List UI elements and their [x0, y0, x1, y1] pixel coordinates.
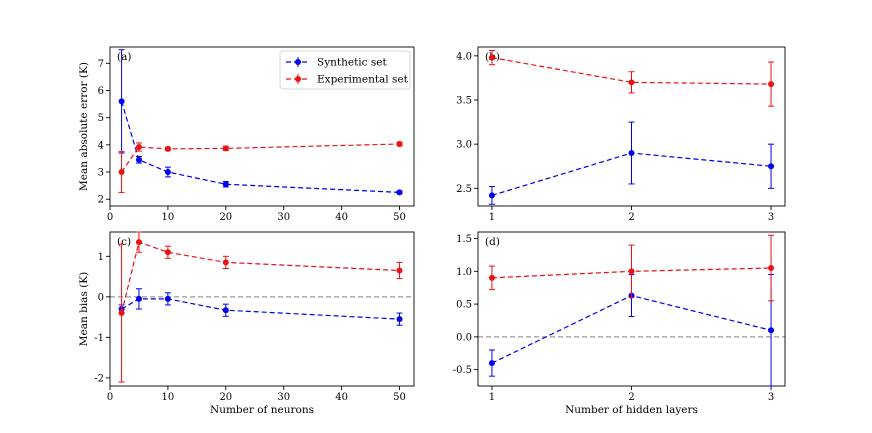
- series-line: [121, 143, 400, 173]
- x-tick-label: 30: [277, 392, 290, 403]
- series-line: [121, 298, 400, 320]
- legend-box: [279, 50, 411, 90]
- data-point: [135, 239, 142, 246]
- x-tick-label: 20: [219, 212, 232, 223]
- y-tick-label: 7: [98, 59, 104, 70]
- data-point: [135, 144, 142, 151]
- x-tick-label: 10: [162, 212, 175, 223]
- x-axis-label: Number of hidden layers: [565, 404, 698, 416]
- data-point: [164, 169, 171, 176]
- data-point: [396, 316, 403, 323]
- series-synthetic-set: [118, 288, 403, 326]
- y-tick-label: 2.5: [456, 184, 472, 195]
- data-point: [164, 249, 171, 256]
- y-tick-label: 1: [98, 252, 104, 263]
- x-tick-label: 3: [768, 392, 774, 403]
- x-tick-label: 30: [277, 212, 290, 223]
- data-point: [488, 360, 495, 367]
- data-point: [118, 310, 125, 317]
- data-point: [164, 295, 171, 302]
- data-point: [628, 150, 635, 156]
- legend-marker: [295, 59, 301, 65]
- legend-label: Synthetic set: [317, 57, 387, 69]
- y-tick-label: 3.5: [456, 96, 472, 107]
- panel-label: (c): [117, 236, 131, 248]
- data-point: [768, 265, 775, 272]
- y-tick-label: 2: [98, 195, 104, 206]
- series-experimental-set: [118, 141, 403, 193]
- series-synthetic-set: [118, 49, 403, 196]
- x-tick-label: 2: [628, 392, 634, 403]
- panel-c: 0 10 20 30 40 50 -2 -1 0 1 Number of neurons Mean b…: [78, 231, 415, 416]
- data-point: [628, 79, 635, 86]
- data-point: [488, 192, 495, 199]
- x-tick-label: 1: [489, 212, 495, 223]
- y-axis-label: Mean absolute error (K): [78, 62, 90, 191]
- series-experimental-set: [488, 234, 775, 302]
- legend-marker: [295, 76, 301, 82]
- data-point: [768, 327, 775, 334]
- data-point: [396, 267, 403, 274]
- x-tick-label: 0: [107, 392, 113, 403]
- x-axis-label: Number of neurons: [210, 404, 314, 416]
- data-point: [118, 169, 125, 176]
- x-tick-label: 0: [107, 212, 113, 223]
- legend-label: Experimental set: [317, 74, 409, 86]
- axes-frame: [109, 231, 415, 387]
- panel-label: (a): [117, 51, 131, 63]
- y-tick-label: 1.5: [456, 234, 472, 245]
- y-tick-label: 0.0: [456, 332, 472, 343]
- data-point: [628, 268, 635, 275]
- y-tick-label: -2: [94, 373, 104, 384]
- series-line: [120, 241, 400, 314]
- data-point: [135, 156, 142, 163]
- data-point: [118, 98, 125, 105]
- y-tick-label: -0.5: [453, 365, 472, 376]
- data-point: [222, 181, 229, 188]
- series-line: [121, 101, 400, 194]
- data-point: [768, 163, 775, 170]
- series-experimental-set: [118, 231, 403, 383]
- series-line: [491, 57, 772, 85]
- series-experimental-set: [488, 50, 775, 107]
- y-tick-label: 4.0: [456, 51, 472, 62]
- x-tick-label: 1: [489, 392, 495, 403]
- y-tick-label: 0: [98, 292, 104, 303]
- axes-frame: [109, 46, 415, 207]
- data-point: [135, 295, 142, 302]
- data-point: [222, 145, 229, 152]
- y-axis-label: Mean bias (K): [78, 272, 90, 346]
- data-point: [488, 54, 495, 61]
- panel-d: 1 2 3 -0.5 0.0 0.5 1.0 1.5 Number of hidden laye…: [453, 231, 786, 416]
- x-tick-label: 2: [628, 212, 634, 223]
- x-tick-label: 50: [393, 212, 406, 223]
- data-point: [488, 274, 495, 281]
- x-tick-label: 3: [768, 212, 774, 223]
- x-tick-label: 40: [335, 212, 348, 223]
- y-tick-label: -1: [94, 333, 104, 344]
- y-tick-label: 6: [98, 86, 104, 97]
- panel-label: (d): [485, 236, 500, 248]
- x-tick-label: 40: [335, 392, 348, 403]
- data-point: [222, 307, 229, 314]
- data-point: [396, 141, 403, 148]
- y-tick-label: 4: [98, 140, 104, 151]
- y-tick-label: 1.0: [456, 267, 472, 278]
- x-tick-label: 20: [219, 392, 232, 403]
- y-tick-label: 3: [98, 168, 104, 179]
- legend: Synthetic set Experimental set: [279, 50, 411, 90]
- series-synthetic-set: [488, 121, 775, 205]
- data-point: [768, 81, 775, 88]
- panel-a: 0 10 20 30 40 50 2 3 4 5 6 7 Mean absolute error (K)…: [78, 46, 415, 223]
- data-point: [222, 259, 229, 266]
- y-tick-label: 5: [98, 113, 104, 124]
- data-point: [396, 189, 403, 196]
- y-tick-label: 0.5: [456, 300, 472, 311]
- x-tick-label: 10: [162, 392, 175, 403]
- y-tick-label: 3.0: [456, 140, 472, 151]
- x-tick-label: 50: [393, 392, 406, 403]
- data-point: [164, 145, 171, 152]
